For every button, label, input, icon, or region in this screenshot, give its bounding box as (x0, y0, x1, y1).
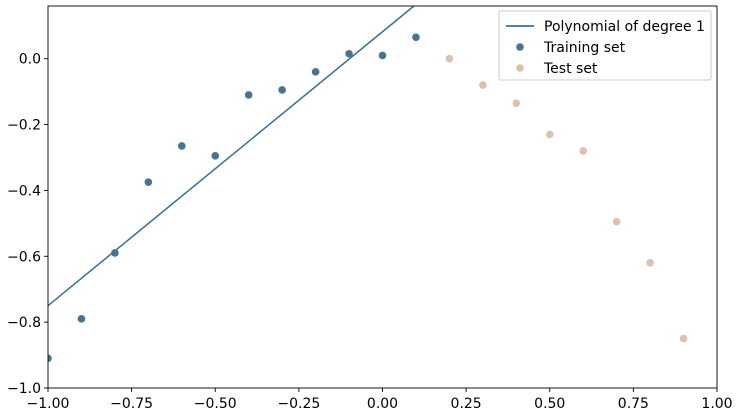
data-point (646, 259, 654, 267)
data-point (412, 33, 420, 42)
data-point (378, 51, 387, 60)
x-tick-label: −0.25 (277, 396, 320, 412)
legend-box (498, 10, 712, 81)
legend-label: Training set (543, 40, 626, 56)
y-tick-label: −0.4 (7, 183, 41, 199)
data-point (311, 68, 320, 76)
data-point (178, 142, 186, 150)
series-line-0 (48, 6, 416, 307)
data-point (144, 178, 153, 186)
legend-point-marker (516, 64, 524, 72)
data-point (211, 152, 220, 160)
y-tick-label: −0.2 (7, 118, 41, 134)
legend-label: Test set (543, 61, 598, 77)
legend: Polynomial of degree 1 Training set Test s… (498, 10, 712, 81)
data-point (612, 217, 621, 226)
data-point (345, 49, 353, 58)
y-tick-label: −0.8 (7, 315, 41, 331)
x-tick-label: 0.00 (367, 396, 398, 412)
legend-label: Polynomial of degree 1 (544, 19, 705, 35)
data-point (512, 99, 521, 107)
data-point (445, 54, 454, 63)
data-point (77, 315, 86, 323)
data-point (479, 81, 487, 89)
x-tick-label: 0.75 (618, 396, 649, 412)
y-tick-label: −0.6 (7, 249, 41, 265)
data-point (278, 86, 286, 94)
x-tick-label: −0.75 (110, 396, 153, 412)
plot-area (48, 6, 688, 363)
x-tick-label: 0.25 (451, 396, 482, 412)
data-point (48, 354, 52, 363)
axes: −1.00 −0.75 −0.50 −0.25 0.00 0.25 0.50 0.75 1.00… (7, 5, 733, 412)
x-tick-label: −0.50 (194, 396, 237, 412)
x-tick-label: 1.00 (701, 396, 732, 412)
x-tick-label: 0.50 (534, 396, 565, 412)
y-tick-label: −1.0 (7, 381, 41, 397)
data-point (679, 334, 688, 343)
data-point (545, 130, 554, 139)
data-point (111, 249, 119, 257)
y-tick-label: 0.0 (19, 52, 41, 68)
data-point (579, 147, 587, 155)
data-point (244, 91, 253, 99)
x-tick-label: −1.00 (27, 396, 70, 412)
legend-point-marker (516, 43, 524, 51)
